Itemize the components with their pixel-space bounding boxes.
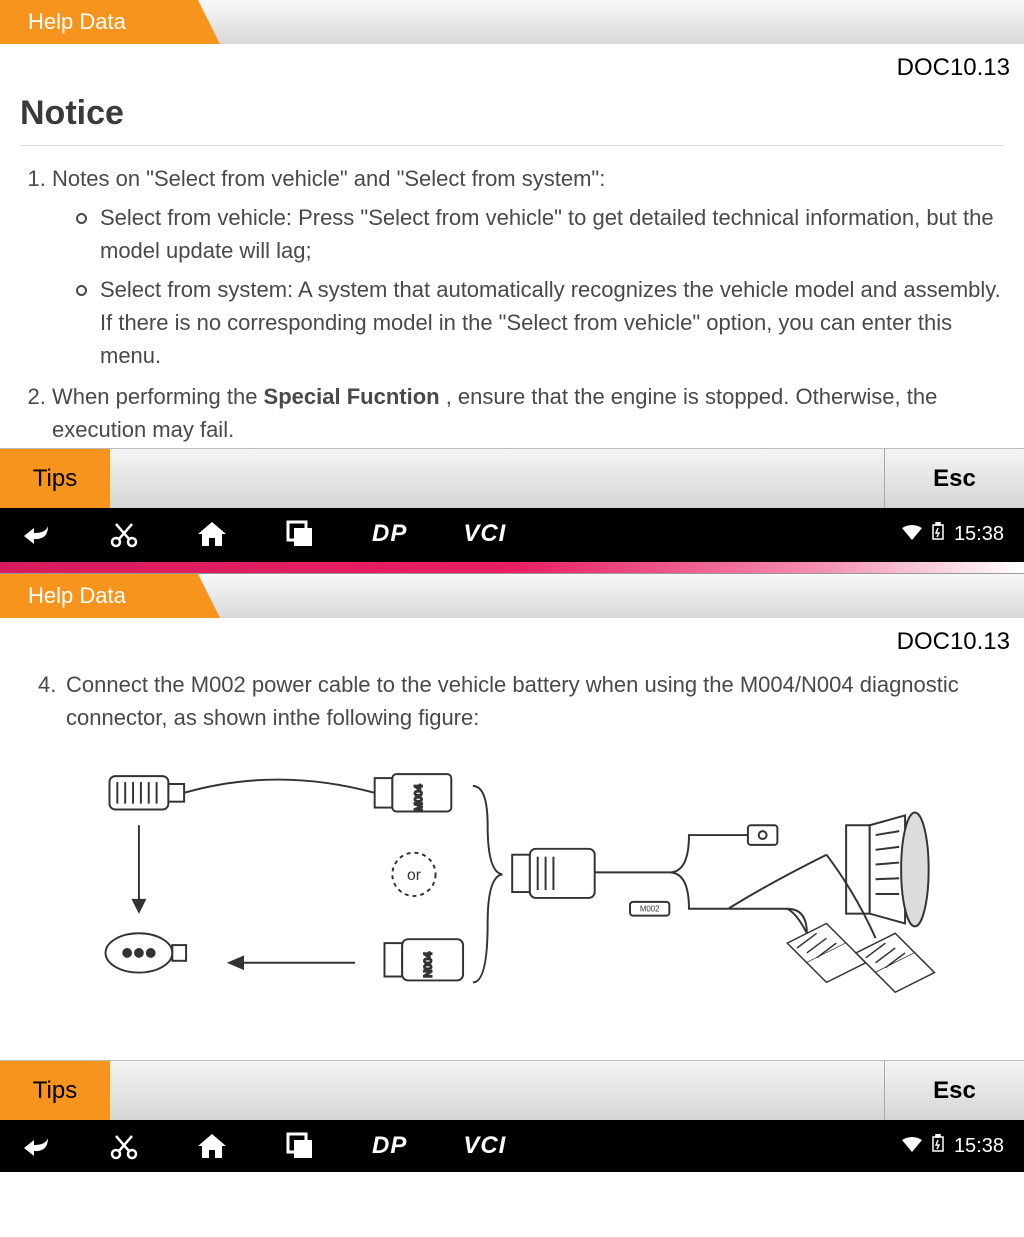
connector-diagram: M004 or N0 [80, 754, 964, 1034]
note-item-2: When performing the Special Fucntion , e… [52, 380, 1004, 446]
vci-button[interactable]: VCI [463, 520, 506, 548]
doc-id-label: DOC10.13 [0, 44, 1024, 86]
note-item-4: 4. Connect the M002 power cable to the v… [38, 668, 1004, 734]
footer-spacer-2 [110, 1061, 884, 1120]
tips-button-2[interactable]: Tips [0, 1061, 110, 1120]
scissors-icon-2[interactable] [108, 1130, 140, 1162]
svg-text:or: or [407, 867, 421, 884]
footer-spacer [110, 449, 884, 508]
nav-left: DP VCI [20, 518, 506, 550]
note-4-text: Connect the M002 power cable to the vehi… [66, 672, 959, 730]
screen-1: Help Data DOC10.13 Notice Notes on "Sele… [0, 0, 1024, 560]
note-4-num: 4. [38, 668, 56, 701]
recent-apps-icon[interactable] [284, 518, 316, 550]
header-tab: Help Data [0, 0, 220, 44]
note-2-pre: When performing the [52, 384, 264, 409]
esc-button[interactable]: Esc [884, 449, 1024, 508]
svg-text:M002: M002 [640, 905, 660, 914]
home-icon[interactable] [196, 518, 228, 550]
header-bar: Help Data [0, 0, 1024, 44]
screen-2: Help Data DOC10.13 4. Connect the M002 p… [0, 574, 1024, 1172]
clock-label-2: 15:38 [954, 1135, 1004, 1158]
note-1-sublist: Select from vehicle: Press "Select from … [52, 201, 1004, 372]
dp-button[interactable]: DP [372, 520, 407, 548]
battery-icon [932, 522, 944, 546]
nav-left-2: DP VCI [20, 1130, 506, 1162]
back-icon[interactable] [20, 518, 52, 550]
home-icon-2[interactable] [196, 1130, 228, 1162]
screen-divider [0, 560, 1024, 574]
battery-icon-2 [932, 1134, 944, 1158]
wifi-icon [902, 523, 922, 546]
notes-list-2: 4. Connect the M002 power cable to the v… [20, 668, 1004, 734]
note-1a: Select from vehicle: Press "Select from … [100, 201, 1004, 267]
doc-id-label-2: DOC10.13 [0, 618, 1024, 660]
notes-list: Notes on "Select from vehicle" and "Sele… [20, 162, 1004, 448]
svg-text:N004: N004 [423, 952, 435, 978]
notice-title: Notice [20, 94, 1004, 146]
svg-text:M004: M004 [413, 784, 425, 811]
recent-apps-icon-2[interactable] [284, 1130, 316, 1162]
dp-button-2[interactable]: DP [372, 1132, 407, 1160]
status-area-2: 15:38 [902, 1134, 1004, 1158]
nav-bar-2: DP VCI 15:38 [0, 1120, 1024, 1172]
header-bar-2: Help Data [0, 574, 1024, 618]
note-1b: Select from system: A system that automa… [100, 273, 1004, 372]
note-item-1: Notes on "Select from vehicle" and "Sele… [52, 162, 1004, 372]
note-2-bold: Special Fucntion [264, 384, 440, 409]
esc-button-2[interactable]: Esc [884, 1061, 1024, 1120]
status-area: 15:38 [902, 522, 1004, 546]
footer-bar: Tips Esc [0, 448, 1024, 508]
header-tab-2: Help Data [0, 574, 220, 618]
tips-button[interactable]: Tips [0, 449, 110, 508]
note-1-intro: Notes on "Select from vehicle" and "Sele… [52, 166, 605, 191]
nav-bar: DP VCI 15:38 [0, 508, 1024, 560]
vci-button-2[interactable]: VCI [463, 1132, 506, 1160]
scissors-icon[interactable] [108, 518, 140, 550]
footer-bar-2: Tips Esc [0, 1060, 1024, 1120]
wifi-icon-2 [902, 1135, 922, 1158]
clock-label: 15:38 [954, 523, 1004, 546]
content-area: Notice Notes on "Select from vehicle" an… [0, 86, 1024, 448]
content-area-2: 4. Connect the M002 power cable to the v… [0, 660, 1024, 1060]
back-icon-2[interactable] [20, 1130, 52, 1162]
